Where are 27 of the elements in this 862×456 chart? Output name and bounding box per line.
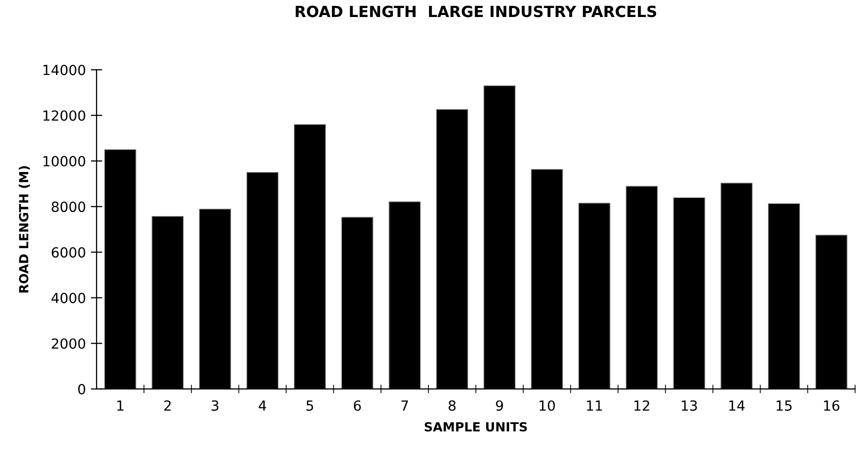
x-tick-label: 12 bbox=[634, 400, 650, 411]
x-tick-label: 2 bbox=[164, 400, 171, 411]
x-tick-label: 5 bbox=[306, 400, 314, 411]
x-tick-label: 1 bbox=[117, 400, 124, 411]
chart-title: ROAD LENGTH LARGE INDUSTRY PARCELS bbox=[296, 6, 656, 18]
y-tick-label: 10000 bbox=[43, 156, 86, 166]
y-axis-title: ROAD LENGTH (M) bbox=[18, 166, 30, 292]
x-tick-label: 13 bbox=[682, 400, 697, 411]
x-tick-label: 11 bbox=[587, 400, 602, 411]
y-tick-label: 8000 bbox=[52, 202, 86, 212]
x-tick-label: 4 bbox=[258, 400, 266, 411]
x-tick-label: 8 bbox=[448, 400, 456, 411]
x-tick-label: 6 bbox=[354, 400, 361, 411]
x-tick-label: 14 bbox=[729, 400, 745, 411]
y-tick-label: 12000 bbox=[43, 110, 86, 121]
x-tick-label: 10 bbox=[540, 400, 555, 411]
x-tick-label: 7 bbox=[401, 400, 408, 411]
y-tick-label: 4000 bbox=[51, 292, 86, 304]
x-tick-label: 3 bbox=[212, 400, 218, 411]
x-axis-title: SAMPLE UNITS bbox=[424, 422, 527, 432]
y-tick-label: 2000 bbox=[52, 338, 86, 349]
y-tick-label: 14000 bbox=[43, 64, 86, 76]
x-tick-label: 15 bbox=[776, 400, 792, 411]
y-tick-label: 0 bbox=[78, 384, 86, 394]
x-tick-label: 9 bbox=[496, 400, 503, 411]
x-tick-label: 16 bbox=[824, 400, 840, 411]
y-tick-label: 6000 bbox=[52, 247, 86, 258]
